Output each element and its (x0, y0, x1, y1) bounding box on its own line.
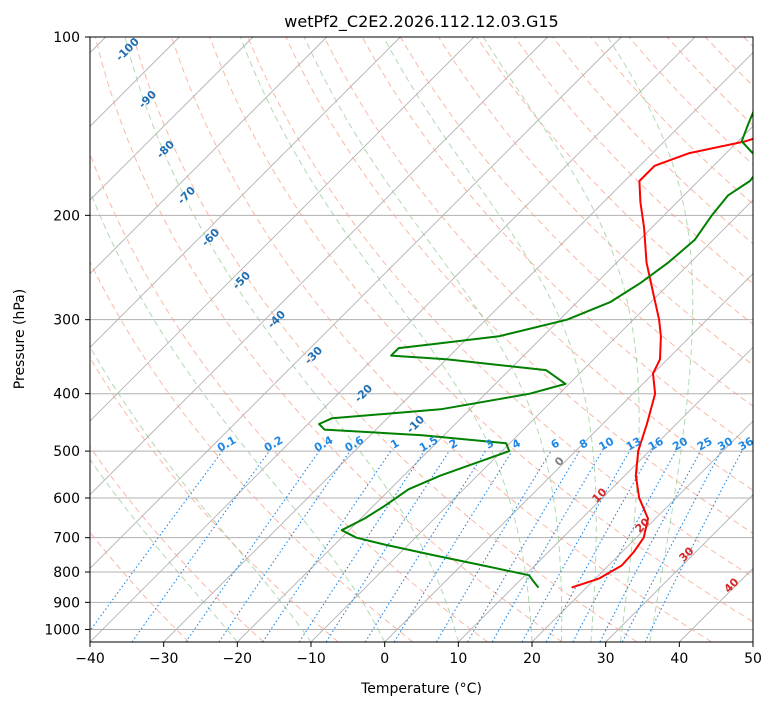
x-tick-label: 30 (597, 651, 615, 667)
y-tick-label: 500 (53, 444, 80, 460)
y-tick-label: 1000 (44, 622, 80, 638)
y-tick-label: 700 (53, 531, 80, 547)
y-axis-title: Pressure (hPa) (12, 289, 28, 389)
x-axis-title: Temperature (°C) (360, 681, 482, 697)
y-tick-label: 300 (53, 313, 80, 329)
x-tick-label: 50 (744, 651, 762, 667)
x-tick-label: −20 (223, 651, 253, 667)
x-tick-label: 10 (449, 651, 467, 667)
y-tick-label: 800 (53, 565, 80, 581)
x-tick-label: 20 (523, 651, 541, 667)
y-tick-label: 600 (53, 491, 80, 507)
x-tick-label: 0 (380, 651, 389, 667)
y-tick-label: 400 (53, 387, 80, 403)
chart-title: wetPf2_C2E2.2026.112.12.03.G15 (284, 12, 558, 32)
x-tick-label: 40 (670, 651, 688, 667)
y-tick-label: 100 (53, 30, 80, 46)
y-tick-label: 200 (53, 208, 80, 224)
x-tick-label: −10 (296, 651, 326, 667)
x-tick-label: −30 (149, 651, 179, 667)
y-tick-label: 900 (53, 595, 80, 611)
x-tick-label: −40 (75, 651, 105, 667)
